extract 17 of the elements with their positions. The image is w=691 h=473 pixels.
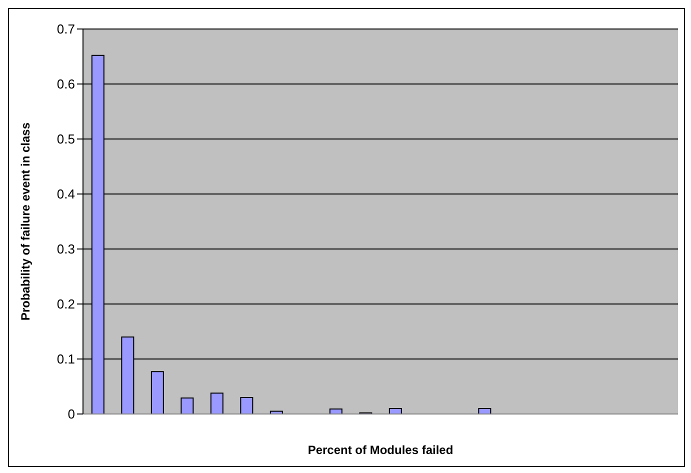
bar <box>180 398 194 414</box>
y-tick-label: 0.2 <box>56 296 75 312</box>
y-axis-title: Probability of failure event in class <box>18 122 32 321</box>
bar <box>210 392 224 414</box>
y-tick-label: 0.4 <box>56 186 75 202</box>
bar <box>150 371 164 414</box>
y-tick-label: 0.3 <box>56 242 75 257</box>
y-tick-label: 0 <box>68 406 75 422</box>
bar <box>240 397 254 414</box>
bar <box>478 408 492 414</box>
y-tick-label: 0.1 <box>56 352 75 367</box>
x-axis-title: Percent of Modules failed <box>308 443 454 457</box>
bar <box>329 408 342 414</box>
y-tick-label: 0.5 <box>56 132 75 147</box>
y-tick-label: 0.6 <box>56 76 75 92</box>
bar <box>388 408 402 414</box>
y-tick-label: 0.7 <box>56 22 75 37</box>
